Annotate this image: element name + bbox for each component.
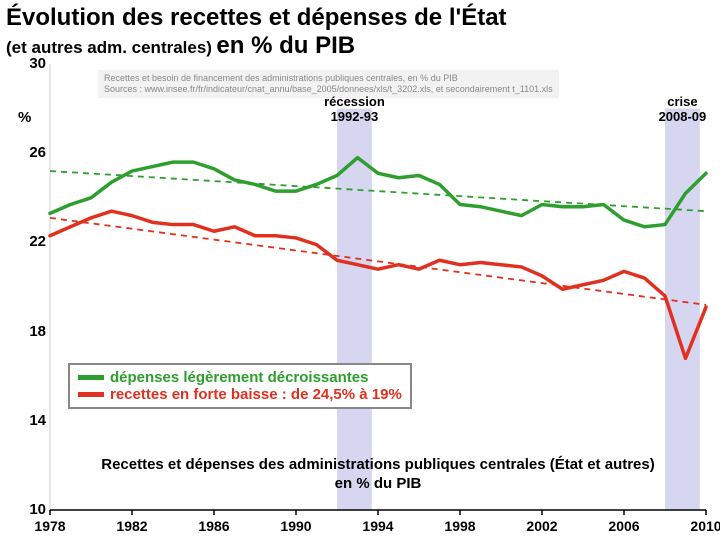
chart-title-block: Évolution des recettes et dépenses de l'…: [0, 0, 720, 60]
x-tick: 1998: [444, 518, 475, 534]
subtitle-line1: Recettes et dépenses des administrations…: [50, 456, 706, 475]
legend: dépenses légèrement décroissantesrecette…: [68, 363, 412, 409]
y-tick: 30: [12, 55, 46, 72]
legend-swatch: [78, 375, 104, 380]
x-tick: 1986: [198, 518, 229, 534]
recession-1992-93-label: récession1992-93: [314, 95, 394, 124]
chart-svg: [50, 64, 706, 510]
y-tick: 14: [12, 412, 46, 429]
y-tick: 10: [12, 501, 46, 518]
y-tick: 26: [12, 144, 46, 161]
y-tick: 18: [12, 323, 46, 340]
x-tick: 2006: [608, 518, 639, 534]
trendline: [50, 218, 706, 305]
trendline: [50, 171, 706, 211]
y-tick: 22: [12, 233, 46, 250]
crise-2008-09-label: crise2008-09: [642, 95, 720, 124]
title-main: Évolution des recettes et dépenses de l'…: [6, 4, 507, 31]
x-tick: 1982: [116, 518, 147, 534]
series-recettes: [50, 211, 706, 358]
legend-swatch: [78, 392, 104, 397]
x-tick: 1994: [362, 518, 393, 534]
x-tick: 1978: [34, 518, 65, 534]
y-axis-label: %: [18, 109, 31, 126]
x-tick: 2010: [690, 518, 720, 534]
subtitle-line2: en % du PIB: [50, 475, 706, 494]
legend-row: recettes en forte baisse : de 24,5% à 19…: [78, 386, 402, 403]
x-tick: 2002: [526, 518, 557, 534]
x-tick: 1990: [280, 518, 311, 534]
plot-area: Recettes et besoin de financement des ad…: [50, 64, 706, 510]
legend-row: dépenses légèrement décroissantes: [78, 369, 402, 386]
legend-text: recettes en forte baisse : de 24,5% à 19…: [110, 386, 402, 403]
legend-text: dépenses légèrement décroissantes: [110, 369, 368, 386]
title-sub2: en % du PIB: [216, 32, 355, 59]
chart: 101418222630 % Recettes et besoin de fin…: [8, 64, 712, 534]
series-depenses: [50, 158, 706, 227]
chart-subtitle: Recettes et dépenses des administrations…: [50, 456, 706, 494]
